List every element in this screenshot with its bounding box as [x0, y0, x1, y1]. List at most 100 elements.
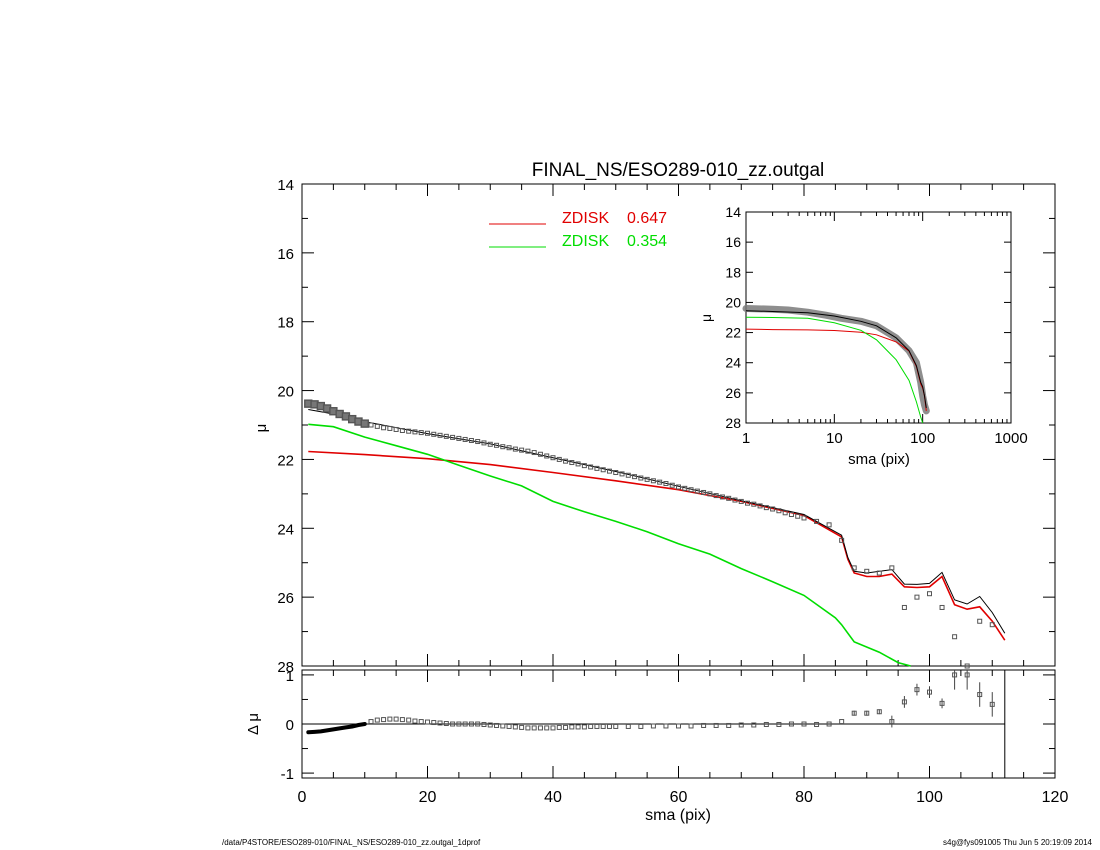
data-point [425, 430, 430, 436]
inset-y-tick-label: 20 [725, 294, 741, 310]
residual-point [512, 724, 518, 730]
x-tick-label: 100 [916, 789, 943, 806]
data-point [606, 468, 612, 474]
data-point [751, 501, 757, 507]
data-point [468, 437, 474, 443]
data-point [406, 428, 412, 434]
residual-point [381, 717, 387, 723]
data-point [851, 565, 857, 571]
legend-value: 0.647 [627, 210, 667, 227]
residual-point [989, 701, 995, 707]
data-point [638, 475, 644, 481]
residual-point [613, 723, 619, 729]
data-point [713, 493, 719, 499]
residual-point [393, 716, 399, 722]
data-point [487, 441, 493, 447]
data-point [732, 497, 738, 503]
main-y-tick-label: 26 [277, 590, 294, 607]
data-point [707, 491, 713, 497]
data-point [663, 481, 669, 487]
residual-panel: 10-1 0 20 40 60 80 100 120 Δ μ sma (pix) [245, 668, 1068, 824]
data-point [556, 456, 562, 462]
residual-point [519, 724, 525, 730]
residual-point [751, 722, 757, 728]
inset-x-tick-label: 1000 [994, 430, 1027, 447]
residual-point [412, 718, 418, 724]
data-point [738, 498, 744, 504]
data-point [839, 537, 845, 543]
residual-point [964, 672, 970, 678]
data-point [914, 594, 920, 600]
residual-point [575, 724, 581, 730]
residual-point [889, 719, 895, 725]
x-tick-label: 20 [419, 789, 437, 806]
data-point [814, 518, 820, 524]
residual-point [481, 721, 487, 727]
data-point [437, 432, 443, 438]
main-y-tick-label: 20 [277, 384, 294, 401]
residual-point [431, 720, 437, 726]
data-point [544, 453, 550, 459]
data-point [500, 444, 506, 450]
x-tick-label: 120 [1042, 789, 1069, 806]
data-point [782, 510, 788, 516]
residual-point [368, 719, 374, 725]
inset-y-tick-label: 24 [725, 355, 741, 371]
residual-point [638, 723, 644, 729]
residual-point [437, 720, 443, 726]
data-point [788, 512, 794, 518]
series-line-model [308, 409, 1006, 634]
residual-point [374, 717, 380, 723]
data-point [901, 604, 907, 610]
data-point [525, 448, 531, 454]
legend-label: ZDISK [562, 233, 609, 250]
data-point [927, 591, 932, 597]
data-point [763, 505, 769, 511]
residual-y-tick-label: -1 [281, 766, 294, 783]
inset-panel: 14 16 18 20 22 24 26 28 1 10 100 1000 μ sma (pix) [698, 204, 1028, 468]
residual-point [475, 721, 481, 727]
data-point [801, 515, 807, 521]
residual-point [726, 722, 732, 728]
data-point [682, 485, 688, 491]
main-y-tick-label: 28 [277, 659, 294, 676]
data-point [688, 487, 694, 493]
data-point [387, 425, 393, 431]
residual-point [450, 721, 456, 727]
data-point [456, 435, 462, 441]
residual-point [531, 725, 537, 731]
data-point [632, 474, 638, 480]
legend-value: 0.354 [627, 233, 667, 250]
x-tick-label: 40 [544, 789, 562, 806]
data-point [619, 471, 625, 477]
footer-stamp: s4g@fys091005 Thu Jun 5 20:19:09 2014 [943, 838, 1092, 847]
residual-point [550, 725, 556, 731]
data-point [450, 434, 456, 440]
data-point [569, 460, 575, 466]
residual-point [418, 719, 424, 725]
data-point [399, 428, 405, 434]
data-point [889, 565, 895, 571]
data-point [462, 436, 468, 442]
residual-point [425, 719, 430, 725]
data-point [757, 503, 763, 509]
residual-point [914, 687, 920, 693]
inset-x-tick-label: 100 [910, 430, 935, 447]
data-point [506, 445, 512, 451]
inset-x-tick-label: 10 [826, 430, 843, 447]
residual-point [676, 723, 681, 729]
residual-point [399, 717, 405, 723]
data-point [443, 433, 449, 439]
residual-point [763, 721, 769, 727]
data-point [481, 440, 487, 446]
residual-point [468, 721, 474, 727]
residual-point [901, 699, 907, 705]
data-point [575, 461, 581, 467]
residual-point [500, 723, 506, 729]
data-point [475, 439, 481, 445]
residual-point [600, 723, 606, 729]
data-point [657, 479, 663, 485]
x-tick-label: 60 [670, 789, 688, 806]
residual-point [776, 721, 782, 727]
data-point [864, 568, 870, 574]
